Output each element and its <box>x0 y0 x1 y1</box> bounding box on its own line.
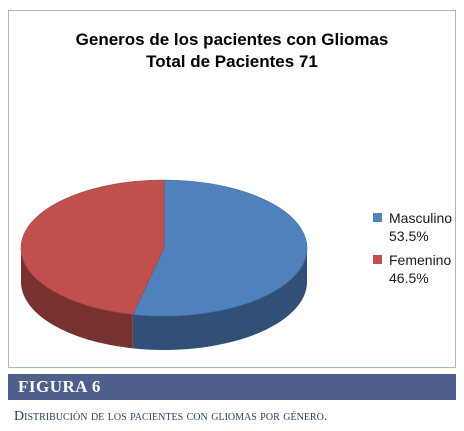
figure-label-bar: FIGURA 6 <box>8 374 456 400</box>
pie-chart <box>20 179 308 350</box>
legend-value-femenino: 46.5% <box>389 270 429 286</box>
figure-label: FIGURA 6 <box>18 377 101 396</box>
chart-title-block: Generos de los pacientes con Gliomas Tot… <box>9 29 455 73</box>
legend-label-masculino: Masculino <box>389 210 453 226</box>
chart-legend: Masculino 53.5% Femenino 46.5% <box>373 209 452 293</box>
legend-item-femenino: Femenino 46.5% <box>373 251 452 287</box>
pie-side-masculino <box>132 248 307 350</box>
legend-item-masculino: Masculino 53.5% <box>373 209 452 245</box>
legend-label-femenino: Femenino <box>389 252 452 268</box>
pie-side-femenino <box>21 248 133 349</box>
pie-slice-masculino <box>132 179 308 317</box>
pie-slice-femenino <box>20 179 165 315</box>
legend-swatch-masculino <box>373 213 382 222</box>
chart-frame: Generos de los pacientes con Gliomas Tot… <box>8 10 456 368</box>
chart-title: Generos de los pacientes con Gliomas <box>75 30 389 49</box>
chart-subtitle: Total de Pacientes 71 <box>146 52 318 71</box>
legend-swatch-femenino <box>373 255 382 264</box>
figure-caption: Distribución de los pacientes con glioma… <box>14 409 328 424</box>
legend-value-masculino: 53.5% <box>389 228 429 244</box>
